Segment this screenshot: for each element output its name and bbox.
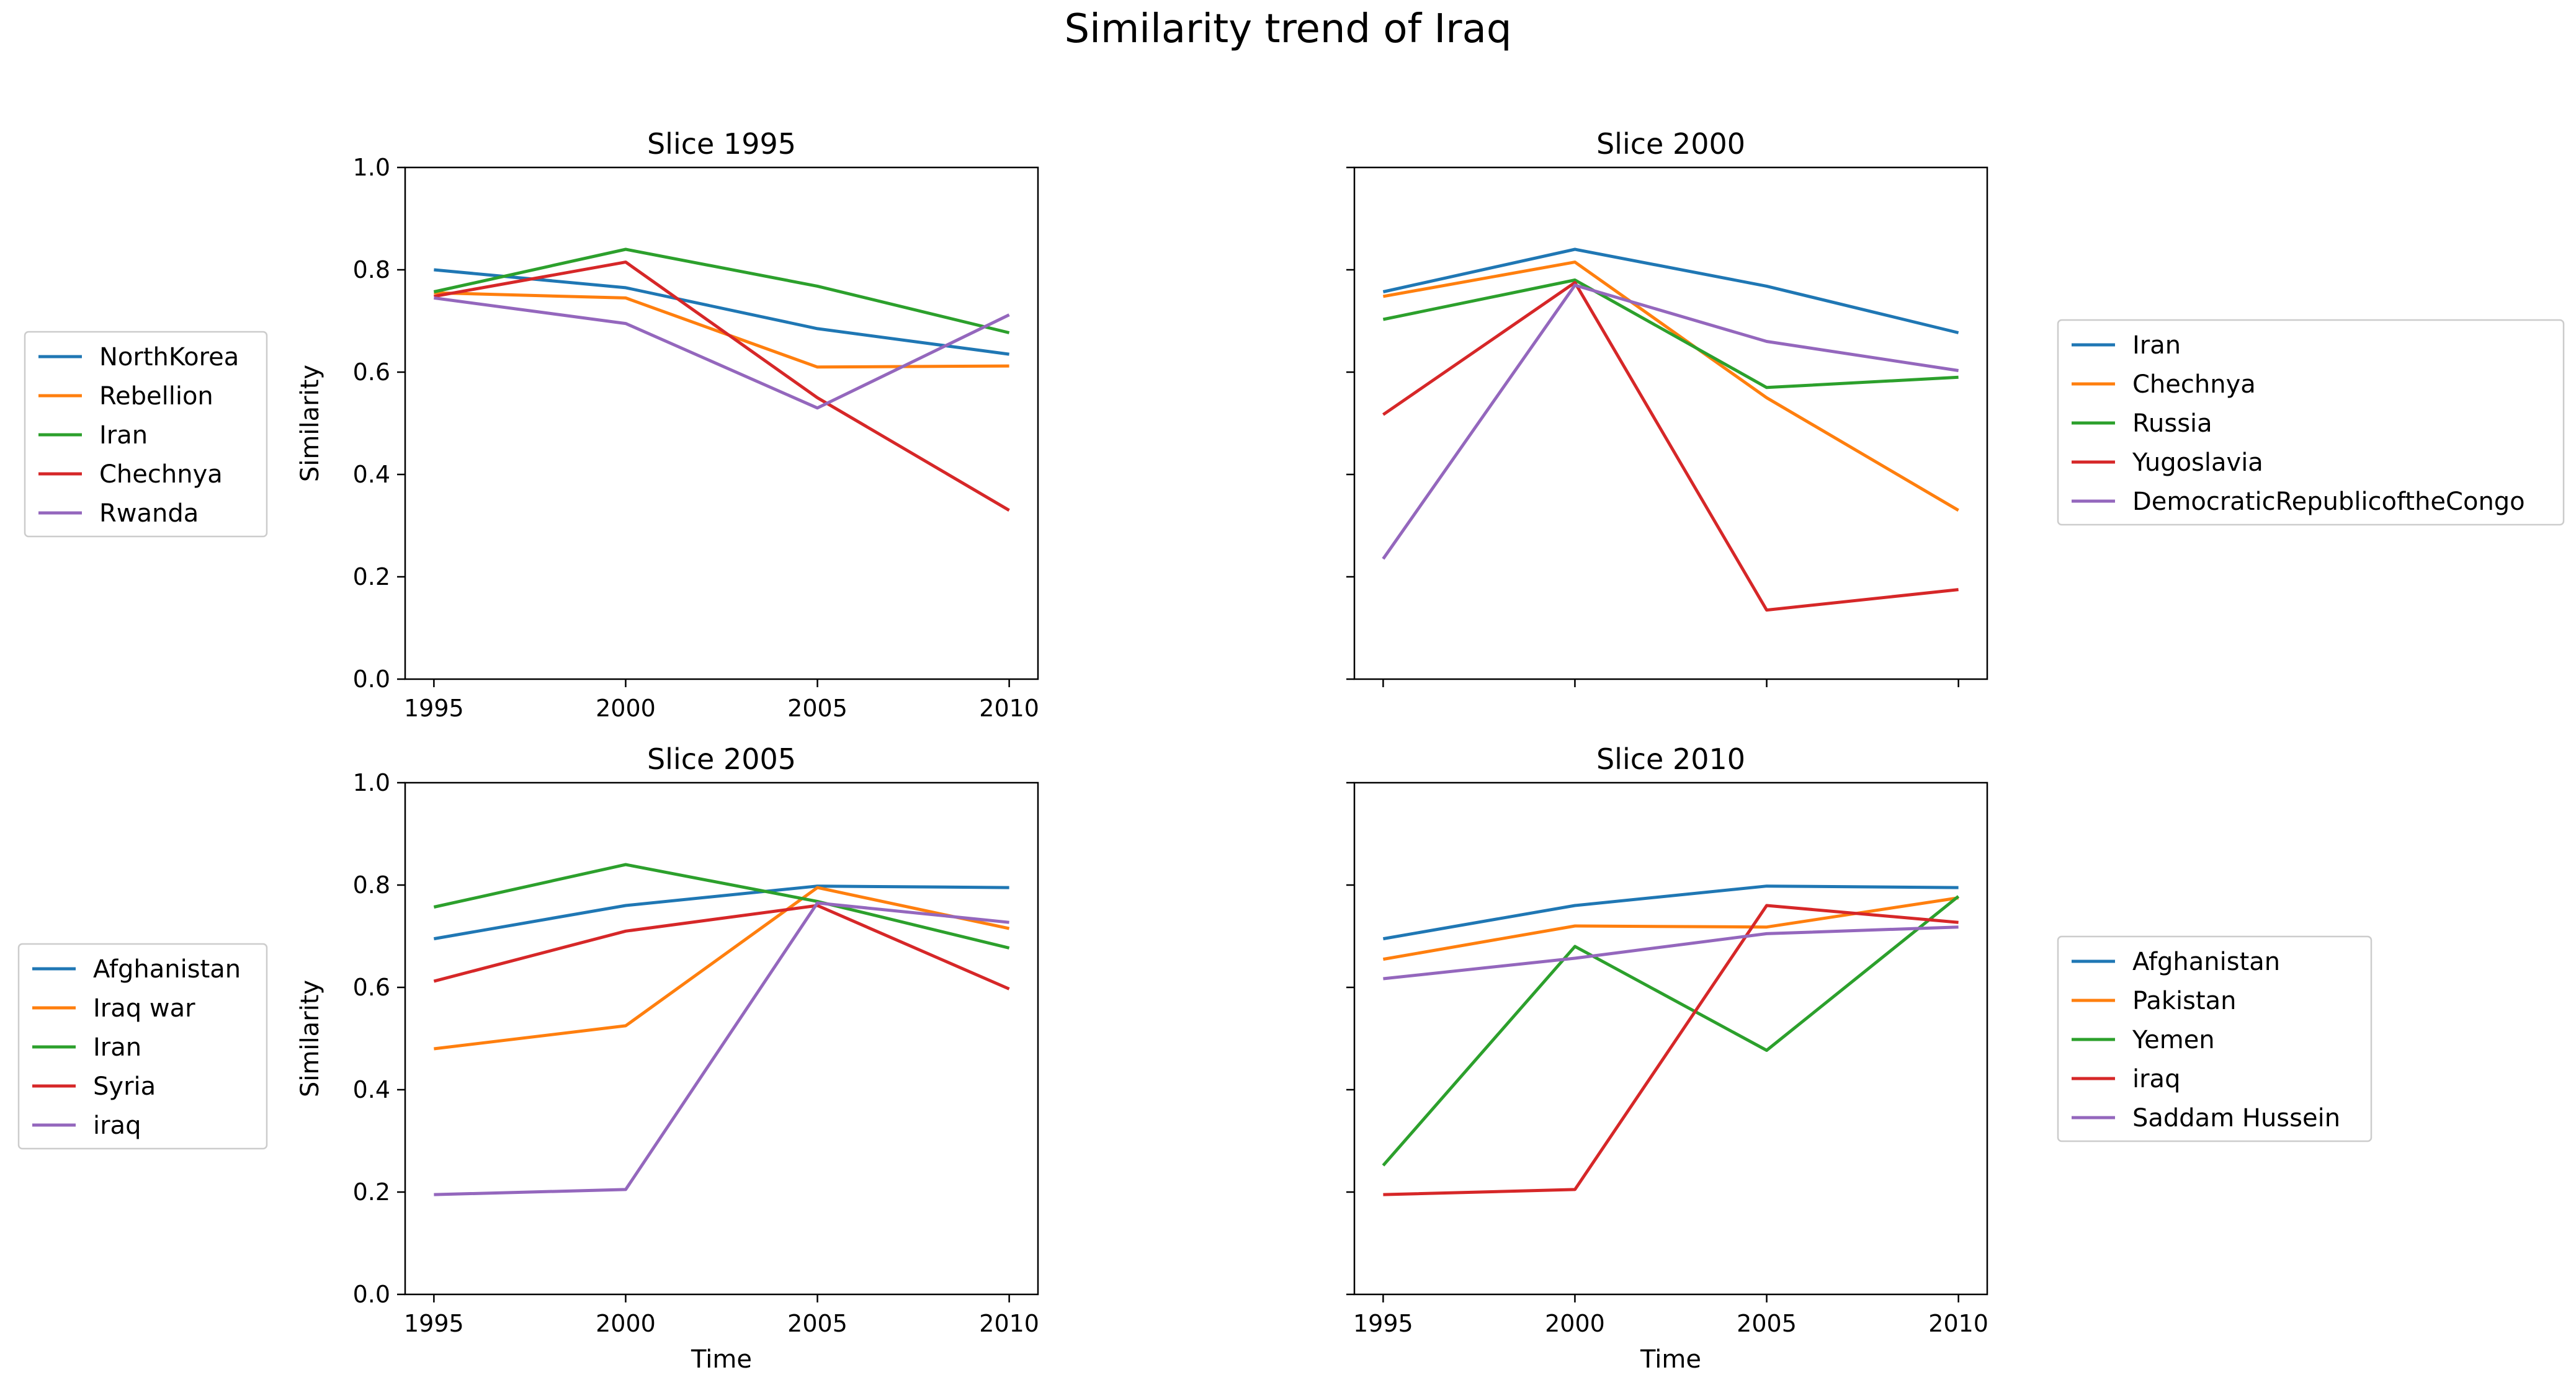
legend-label: NorthKorea	[99, 343, 239, 372]
x-tick-label: 1995	[404, 1310, 464, 1337]
legend-label: Rwanda	[99, 499, 199, 528]
y-axis-label: Similarity	[296, 365, 324, 482]
subplot-title: Slice 2010	[1596, 742, 1745, 776]
series-line	[433, 247, 1010, 334]
legend-box	[17, 943, 268, 1150]
series-line	[434, 901, 1009, 1196]
subplot-4: 1995 2000 2005 2010 Slice 2010 Time Afghanista…	[1346, 742, 2373, 1374]
legend-label: DemocraticRepublicoftheCongo	[2132, 487, 2525, 516]
y-tick-label: 0.4	[353, 1076, 390, 1103]
legend-label: Iran	[99, 421, 148, 450]
y-tick-label: 0.0	[353, 665, 390, 693]
legend-box	[2057, 935, 2373, 1142]
series-line	[1382, 281, 1959, 612]
legend-label: Afghanistan	[93, 955, 241, 984]
x-tick-label: 2010	[979, 695, 1039, 722]
legend-label: Pakistan	[2132, 987, 2237, 1015]
series-line	[1383, 904, 1959, 1196]
x-tick-label: 2000	[596, 1310, 656, 1337]
legend-label: Russia	[2132, 409, 2212, 438]
legend-label: Syria	[93, 1072, 156, 1101]
series-line	[1382, 260, 1959, 512]
series-line	[434, 291, 1009, 369]
series-line	[434, 886, 1010, 1051]
x-tick-label: 2005	[787, 695, 847, 722]
axes-frame	[404, 781, 1039, 1296]
axes-frame	[1353, 166, 1988, 680]
y-tick-label: 1.0	[353, 769, 390, 796]
y-tick-label: 0.8	[353, 256, 390, 283]
legend-label: Chechnya	[2132, 370, 2256, 399]
x-tick-label: 2010	[1928, 1310, 1988, 1337]
series-line	[1383, 925, 1959, 981]
axes-frame	[1353, 781, 1988, 1296]
legend-label: Iraq war	[93, 994, 195, 1023]
y-tick-label: 0.4	[353, 461, 390, 488]
series-line	[1382, 884, 1959, 941]
series-line	[433, 863, 1010, 950]
x-tick-label: 1995	[404, 695, 464, 722]
legend-label: Saddam Hussein	[2132, 1104, 2340, 1133]
axes-frame	[404, 166, 1039, 680]
y-tick-label: 0.2	[353, 563, 390, 590]
legend-box	[2057, 319, 2565, 526]
legend-label: Yemen	[2132, 1026, 2215, 1054]
y-tick-label: 0.6	[353, 358, 390, 386]
x-axis-label: Time	[1640, 1345, 1701, 1374]
figure-title: Similarity trend of Iraq	[1064, 6, 1512, 52]
y-tick-label: 1.0	[353, 154, 390, 181]
subplot-1: 0.0 0.2 0.4 0.6 0.8 1.0 1995 2000 2005 2010 Slice …	[24, 127, 1039, 722]
y-tick-label: 0.0	[353, 1281, 390, 1308]
series-line	[1382, 283, 1959, 560]
y-tick-label: 0.2	[353, 1178, 390, 1206]
series-line	[433, 260, 1010, 512]
legend-label: iraq	[2132, 1065, 2180, 1093]
series-line	[433, 904, 1010, 990]
x-tick-label: 2000	[1545, 1310, 1605, 1337]
legend-label: Afghanistan	[2132, 948, 2280, 976]
legend-label: Chechnya	[99, 460, 223, 489]
legend-label: Iran	[2132, 331, 2181, 360]
y-tick-label: 0.6	[353, 974, 390, 1001]
subplot-2: Slice 2000 Iran Chechnya Russia Yugoslavia De…	[1346, 127, 2565, 687]
legend-box	[24, 331, 268, 538]
x-tick-label: 1995	[1353, 1310, 1413, 1337]
y-tick-label: 0.8	[353, 871, 390, 899]
subplot-title: Slice 2005	[647, 742, 796, 776]
subplot-title: Slice 2000	[1596, 127, 1745, 161]
x-tick-label: 2000	[596, 695, 656, 722]
legend-label: Iran	[93, 1033, 141, 1062]
legend-label: Yugoslavia	[2132, 448, 2263, 477]
x-tick-label: 2010	[979, 1310, 1039, 1337]
series-line	[1382, 278, 1959, 389]
x-tick-label: 2005	[1737, 1310, 1797, 1337]
series-line	[434, 296, 1010, 410]
subplot-title: Slice 1995	[647, 127, 796, 161]
legend-label: iraq	[93, 1111, 141, 1140]
series-line	[433, 884, 1009, 941]
y-axis-label: Similarity	[296, 980, 324, 1097]
subplot-3: 0.0 0.2 0.4 0.6 0.8 1.0 1995 2000 2005 2010 Slice …	[17, 742, 1039, 1374]
series-line	[1382, 247, 1959, 334]
legend-label: Rebellion	[99, 382, 213, 411]
series-line	[1382, 895, 1960, 1167]
x-tick-label: 2005	[787, 1310, 847, 1337]
x-axis-label: Time	[691, 1345, 752, 1374]
